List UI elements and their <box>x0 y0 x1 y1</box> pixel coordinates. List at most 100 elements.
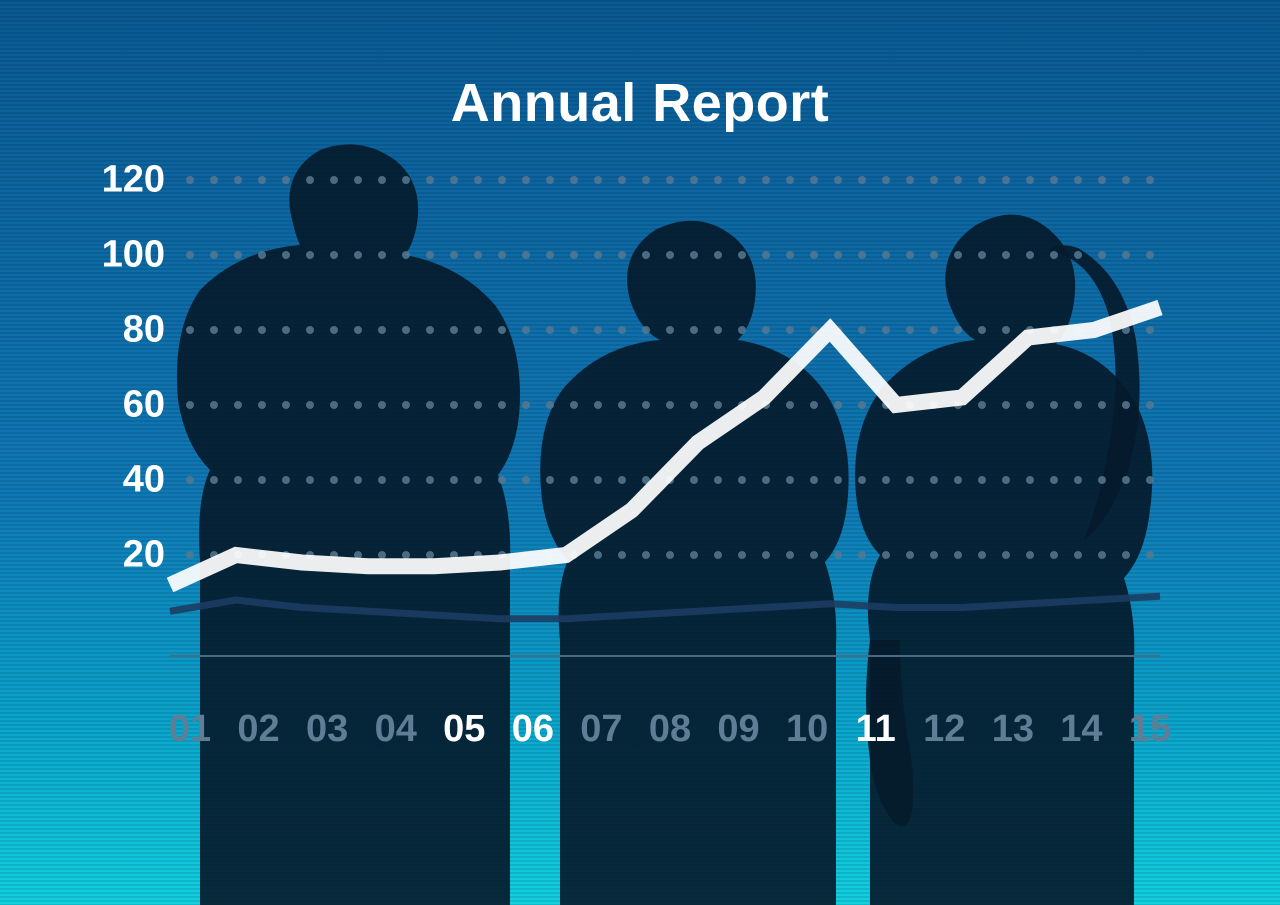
grid-dot <box>1122 176 1130 184</box>
x-tick-label: 02 <box>237 708 279 751</box>
grid-dot <box>450 401 458 409</box>
grid-dot <box>978 476 986 484</box>
grid-dot <box>186 326 194 334</box>
grid-dot <box>498 176 506 184</box>
grid-dot <box>186 476 194 484</box>
grid-dot <box>258 476 266 484</box>
x-tick-label: 15 <box>1129 708 1171 751</box>
grid-dot <box>618 551 626 559</box>
grid-dot <box>690 176 698 184</box>
grid-dot <box>930 176 938 184</box>
y-tick-label: 20 <box>0 534 165 577</box>
grid-dot <box>522 251 530 259</box>
grid-dot <box>762 326 770 334</box>
series-flat-line <box>170 596 1160 619</box>
grid-dot <box>402 551 410 559</box>
x-tick-label: 09 <box>717 708 759 751</box>
grid-dot <box>378 251 386 259</box>
grid-dot <box>402 326 410 334</box>
grid-dot <box>1074 401 1082 409</box>
grid-dot <box>450 476 458 484</box>
grid-dot <box>234 476 242 484</box>
grid-dot <box>186 551 194 559</box>
grid-dot <box>618 476 626 484</box>
grid-dot <box>930 251 938 259</box>
grid-dot <box>186 176 194 184</box>
grid-dot <box>258 176 266 184</box>
grid-dot <box>522 176 530 184</box>
grid-dot <box>786 401 794 409</box>
grid-dot <box>882 251 890 259</box>
grid-dot <box>882 551 890 559</box>
grid-dot <box>282 251 290 259</box>
chart-title: Annual Report <box>0 72 1280 134</box>
grid-dot <box>882 326 890 334</box>
grid-dot <box>906 251 914 259</box>
grid-dot <box>402 251 410 259</box>
x-tick-label: 10 <box>786 708 828 751</box>
grid-dot <box>1002 176 1010 184</box>
grid-dot <box>954 476 962 484</box>
y-tick-label: 120 <box>0 159 165 202</box>
grid-dot <box>426 476 434 484</box>
grid-dot <box>450 176 458 184</box>
grid-dot <box>1098 401 1106 409</box>
grid-dot <box>354 176 362 184</box>
grid-dot <box>690 476 698 484</box>
grid-dot <box>1026 401 1034 409</box>
grid-dot <box>570 401 578 409</box>
grid-dot <box>1026 176 1034 184</box>
grid-dot <box>882 176 890 184</box>
grid-dot <box>834 176 842 184</box>
grid-dot <box>498 326 506 334</box>
grid-dot <box>210 326 218 334</box>
grid-dot <box>810 401 818 409</box>
grid-dot <box>450 251 458 259</box>
grid-dot <box>738 251 746 259</box>
grid-dot <box>834 551 842 559</box>
grid-dot <box>858 251 866 259</box>
x-tick-label: 13 <box>992 708 1034 751</box>
line-chart <box>0 0 1280 905</box>
grid-dot <box>378 401 386 409</box>
x-tick-label: 11 <box>856 708 896 751</box>
grid-dot <box>714 401 722 409</box>
grid-dot <box>474 251 482 259</box>
grid-dot <box>1146 176 1154 184</box>
grid-dot <box>306 251 314 259</box>
grid-dot <box>618 401 626 409</box>
grid-dot <box>282 326 290 334</box>
grid-dot <box>1050 476 1058 484</box>
grid-dot <box>546 176 554 184</box>
grid-dot <box>354 476 362 484</box>
grid-dot <box>738 326 746 334</box>
grid-dot <box>570 326 578 334</box>
grid-dot <box>1002 476 1010 484</box>
x-tick-label: 14 <box>1060 708 1102 751</box>
grid-dot <box>954 176 962 184</box>
x-tick-label: 12 <box>923 708 965 751</box>
grid-dot <box>786 176 794 184</box>
grid-dot <box>978 176 986 184</box>
y-tick-label: 100 <box>0 234 165 277</box>
grid-dot <box>1098 176 1106 184</box>
grid-dot <box>714 326 722 334</box>
grid-dot <box>378 551 386 559</box>
grid-dot <box>282 401 290 409</box>
grid-dot <box>282 476 290 484</box>
grid-dot <box>978 401 986 409</box>
grid-dot <box>1026 476 1034 484</box>
grid-dot <box>522 401 530 409</box>
grid-dot <box>234 251 242 259</box>
grid-dot <box>330 251 338 259</box>
grid-dot <box>858 401 866 409</box>
grid-dot <box>426 551 434 559</box>
grid-dot <box>618 251 626 259</box>
grid-dot <box>570 176 578 184</box>
grid-dot <box>1050 551 1058 559</box>
grid-dot <box>186 401 194 409</box>
grid-dot <box>1074 251 1082 259</box>
grid-dot <box>954 326 962 334</box>
grid-dot <box>906 551 914 559</box>
grid-dot <box>930 551 938 559</box>
